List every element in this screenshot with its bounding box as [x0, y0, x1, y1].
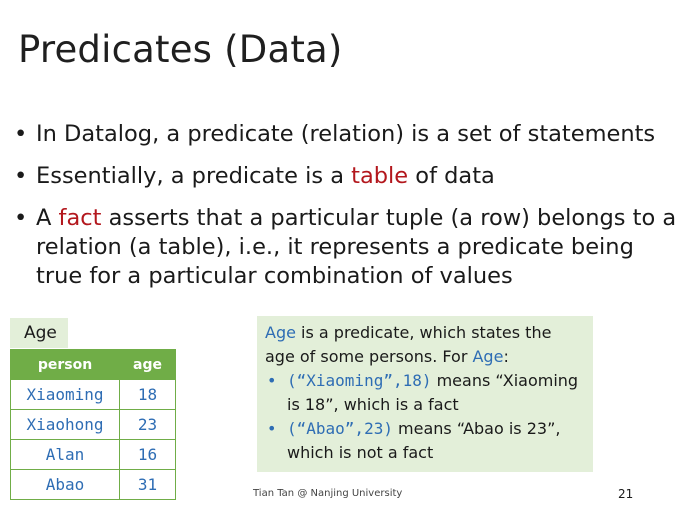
page-number: 21: [618, 487, 634, 501]
person-cell: Xiaoming: [10, 379, 120, 410]
example-item-fact: • (“Xiaoming”,18) means “Xiaoming is 18”…: [265, 369, 585, 417]
tuple-code: (“Abao”,23): [287, 419, 393, 438]
bullet-item-predicate-table: • Essentially, a predicate is a table of…: [14, 162, 684, 191]
explanation-text: is a predicate, which states the age of …: [265, 323, 552, 366]
example-text: means “Abao is 23”, which is not a fact: [287, 419, 561, 462]
bullet-dot: •: [267, 371, 277, 390]
age-table-label: Age: [10, 318, 68, 348]
predicate-name: Age: [472, 347, 504, 366]
bullet-dot: •: [267, 419, 277, 438]
predicate-name: Age: [265, 323, 296, 342]
highlight-table-word: table: [351, 163, 409, 189]
person-cell: Alan: [10, 439, 120, 470]
explanation-colon: :: [503, 347, 509, 366]
bullet-dot: •: [14, 121, 28, 147]
bullet-text-pre: A: [36, 205, 59, 231]
bullet-text-pre: Essentially, a predicate is a: [36, 163, 352, 189]
table-row: Xiaoming 18: [10, 379, 176, 410]
slide-title: Predicates (Data): [18, 28, 343, 71]
table-row: Alan 16: [10, 439, 176, 470]
column-header-age: age: [119, 349, 176, 380]
example-text: means “Xiaoming is 18”, which is a fact: [287, 371, 579, 414]
age-cell: 23: [119, 409, 176, 440]
table-header-row: person age: [10, 349, 176, 380]
bullet-text-post: of data: [408, 163, 495, 189]
explanation-intro: Age is a predicate, which states the age…: [265, 321, 585, 369]
bullet-item-fact-definition: • A fact asserts that a particular tuple…: [14, 204, 684, 291]
age-cell: 18: [119, 379, 176, 410]
column-header-person: person: [10, 349, 120, 380]
age-cell: 16: [119, 439, 176, 470]
age-table: person age Xiaoming 18 Xiaohong 23 Alan …: [10, 349, 176, 500]
bullet-item-predicate-definition: • In Datalog, a predicate (relation) is …: [14, 120, 684, 149]
table-row: Xiaohong 23: [10, 409, 176, 440]
bullet-list: • In Datalog, a predicate (relation) is …: [14, 120, 684, 304]
person-cell: Abao: [10, 469, 120, 500]
highlight-fact-word: fact: [58, 205, 102, 231]
bullet-dot: •: [14, 163, 28, 189]
tuple-code: (“Xiaoming”,18): [287, 371, 432, 390]
bullet-text-post: asserts that a particular tuple (a row) …: [36, 205, 677, 289]
footer-credit: Tian Tan @ Nanjing University: [253, 488, 403, 499]
example-item-not-fact: • (“Abao”,23) means “Abao is 23”, which …: [265, 417, 585, 465]
table-row: Abao 31: [10, 469, 176, 500]
example-list: • (“Xiaoming”,18) means “Xiaoming is 18”…: [265, 369, 585, 465]
bullet-dot: •: [14, 205, 28, 231]
bullet-text: In Datalog, a predicate (relation) is a …: [36, 121, 656, 147]
person-cell: Xiaohong: [10, 409, 120, 440]
predicate-explanation-box: Age is a predicate, which states the age…: [257, 316, 593, 472]
age-cell: 31: [119, 469, 176, 500]
